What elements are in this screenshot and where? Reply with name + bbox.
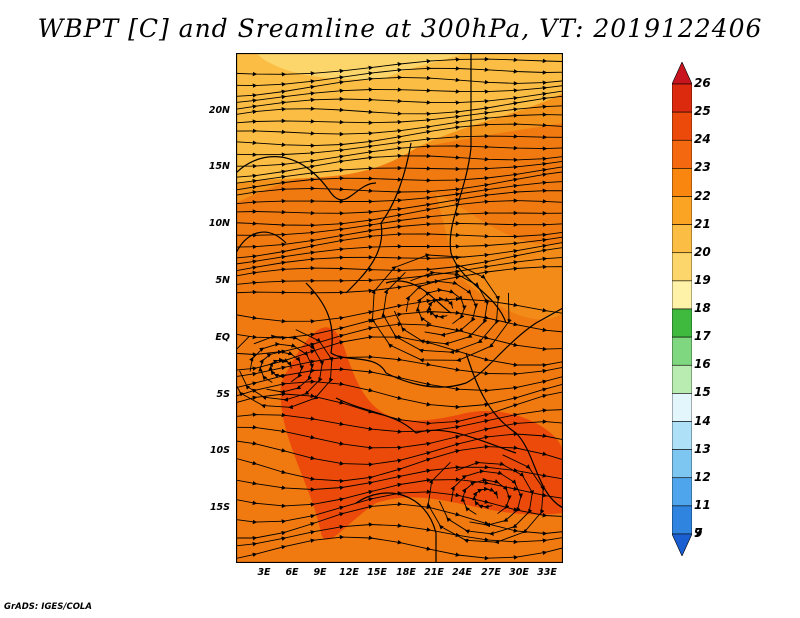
lon-label-9e: 9E [313,567,327,578]
colorbar-label: 14 [694,413,711,428]
colorbar-swatch [672,393,692,422]
streamline [236,534,563,561]
colorbar-label: 26 [694,76,711,90]
lat-label-10s: 10S [209,445,230,456]
map-frame [236,53,563,563]
country-borders [236,53,563,563]
colorbar-swatch [672,139,692,169]
colorbar-label: 21 [694,216,711,231]
colorbar-label: 15 [694,385,711,400]
map-title: WBPT [C] and Sreamline at 300hPa, VT: 20… [37,14,763,43]
lon-label-18e: 18E [396,567,416,578]
colorbar-label: 13 [694,441,711,456]
lat-label-15s: 15S [209,502,230,513]
colorbar-swatch [672,83,692,113]
lon-label-3e: 3E [257,567,271,578]
colorbar-label: 23 [694,160,711,175]
lat-label-eq: EQ [215,332,230,343]
lon-label-27e: 27E [481,567,501,578]
colorbar-swatch [672,62,692,85]
streamline [236,329,334,410]
colorbar-label: 9 [694,526,703,540]
colorbar-swatch [672,364,692,394]
colorbar-swatch [672,533,692,556]
streamline [370,253,512,363]
lat-label-10n: 10N [208,218,230,229]
colorbar-label: 17 [694,329,711,344]
wbpt-map [236,53,563,563]
lon-label-12e: 12E [339,567,359,578]
lon-label-30e: 30E [509,567,529,578]
lat-label-5n: 5N [215,275,230,286]
lon-label-24e: 24E [452,567,472,578]
footer-credit: GrADS: IGES/COLA [4,602,92,612]
colorbar [672,62,692,556]
colorbar-label: 16 [694,357,711,372]
colorbar-swatch [672,308,692,338]
colorbar-label: 22 [694,188,711,203]
streamlines [236,56,563,561]
colorbar-swatch [672,477,692,507]
colorbar-swatch [672,449,692,479]
lon-label-6e: 6E [285,567,299,578]
lat-label-5s: 5S [216,389,230,400]
colorbar-swatch [672,224,692,254]
lon-label-33e: 33E [537,567,557,578]
colorbar-swatch [672,421,692,450]
lat-label-15n: 15N [208,161,230,172]
colorbar-label: 7 [694,526,703,540]
colorbar-label: 24 [694,132,711,147]
lat-label-20n: 20N [208,105,230,116]
colorbar-label: 12 [694,469,711,484]
colorbar-label: 18 [694,301,711,315]
colorbar-swatch [672,280,692,310]
colorbar-label: 19 [694,272,711,287]
lon-label-15e: 15E [367,567,387,578]
colorbar-swatch [672,505,692,535]
colorbar-swatch [672,168,692,197]
colorbar-label: 25 [694,104,711,119]
colorbar-label: 20 [694,244,711,259]
colorbar-swatch [672,336,692,366]
lon-label-21e: 21E [424,567,444,578]
streamline [426,454,545,545]
colorbar-swatch [672,111,692,141]
colorbar-swatch [672,196,692,225]
colorbar-label: 11 [694,497,711,512]
colorbar-swatch [672,252,692,282]
